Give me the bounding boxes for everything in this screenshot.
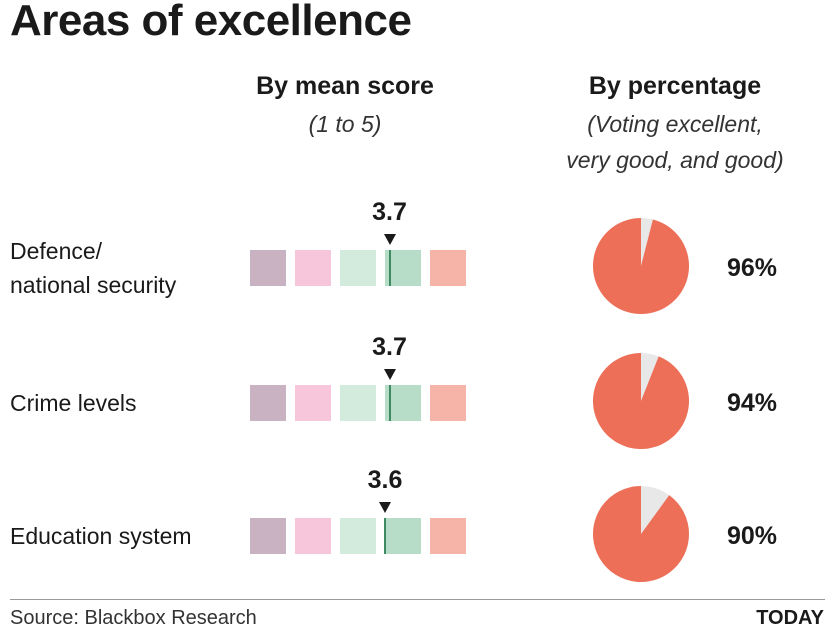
- row-label: Defence/: [10, 238, 103, 264]
- row-label: national security: [10, 272, 177, 298]
- scale-box-4: [385, 385, 421, 421]
- scale-box-4: [385, 518, 421, 554]
- mean-score-heading: By mean score: [256, 72, 434, 100]
- percentage-pie: [593, 218, 689, 314]
- percentage-value: 94%: [727, 389, 778, 417]
- row-label: Education system: [10, 523, 192, 549]
- percentage-pie: [593, 486, 689, 582]
- mean-score-value: 3.7: [372, 198, 407, 226]
- pie-value-slice: [593, 218, 689, 314]
- source-note: Source: Blackbox Research: [10, 607, 257, 629]
- mean-score-marker: [384, 518, 386, 554]
- scale-box-5: [430, 385, 466, 421]
- scale-box-5: [430, 250, 466, 286]
- scale-box-1: [250, 250, 286, 286]
- mean-score-value: 3.6: [367, 466, 403, 494]
- scale-box-1: [250, 385, 286, 421]
- percentage-subtitle-line-1: (Voting excellent,: [587, 111, 763, 137]
- mean-score-marker: [388, 250, 391, 286]
- mean-score-value: 3.7: [372, 333, 407, 361]
- scale-box-5: [430, 518, 466, 554]
- chart-title: Areas of excellence: [10, 0, 412, 45]
- scale-box-2: [295, 518, 331, 554]
- percentage-pie: [593, 353, 689, 449]
- pie-value-slice: [593, 486, 689, 582]
- pie-value-slice: [593, 353, 689, 449]
- scale-box-3: [340, 518, 376, 554]
- percentage-value: 96%: [727, 254, 778, 282]
- mean-score-arrow-icon: [383, 234, 396, 245]
- scale-box-4: [385, 250, 421, 286]
- mean-score-marker: [388, 385, 391, 421]
- scale-box-1: [250, 518, 286, 554]
- mean-score-arrow-icon: [379, 502, 391, 513]
- row-label: Crime levels: [10, 390, 137, 416]
- mean-score-subtitle: (1 to 5): [308, 111, 382, 137]
- scale-box-2: [295, 250, 331, 286]
- percentage-heading: By percentage: [588, 72, 762, 100]
- percentage-subtitle-line-2: very good, and good): [566, 147, 784, 173]
- footer-divider: [10, 599, 825, 600]
- scale-box-3: [340, 250, 376, 286]
- percentage-value: 90%: [727, 522, 778, 550]
- scale-box-2: [295, 385, 331, 421]
- scale-box-3: [340, 385, 376, 421]
- mean-score-arrow-icon: [383, 369, 396, 380]
- brand-logo: TODAY: [756, 607, 824, 629]
